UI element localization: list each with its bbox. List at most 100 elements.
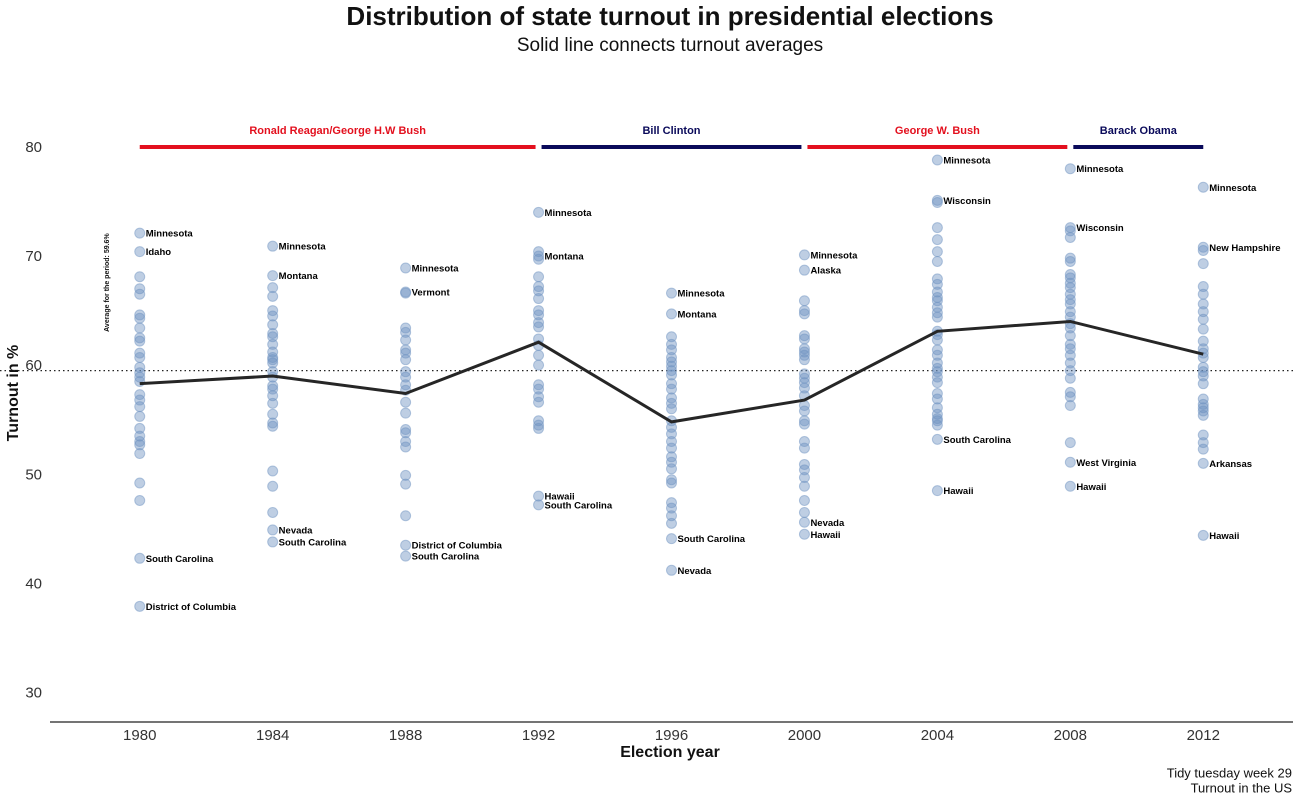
- data-point: [134, 494, 146, 506]
- caption: Tidy tuesday week 29: [1167, 765, 1292, 780]
- data-point: [267, 420, 279, 432]
- point-label: South Carolina: [146, 554, 214, 565]
- point-label: Wisconsin: [1076, 223, 1124, 234]
- data-point: [798, 295, 810, 307]
- data-point: [666, 369, 677, 381]
- data-point: [798, 308, 810, 320]
- data-point: [134, 401, 146, 413]
- data-point: [1197, 429, 1209, 441]
- era-label: George W. Bush: [895, 125, 980, 137]
- data-point: [666, 428, 677, 440]
- data-point: [533, 293, 545, 305]
- data-point: [533, 396, 545, 408]
- data-point: [533, 359, 545, 371]
- average-line: [139, 319, 1204, 424]
- data-point: [666, 564, 677, 576]
- data-point: [798, 480, 810, 492]
- data-point: [1064, 269, 1076, 281]
- data-point: [533, 383, 545, 395]
- point-label: Minnesota: [678, 289, 726, 300]
- data-point: [1064, 277, 1076, 289]
- data-point: [798, 506, 810, 518]
- data-point: [798, 464, 810, 476]
- point-label: Hawaii: [810, 530, 840, 541]
- data-point: [400, 478, 412, 490]
- data-point: [798, 349, 810, 361]
- data-point: [134, 371, 146, 383]
- data-point: [533, 285, 545, 297]
- data-point: [134, 410, 146, 422]
- point-label: South Carolina: [545, 500, 613, 511]
- data-point: [533, 321, 545, 333]
- data-point: [1197, 181, 1209, 193]
- data-point: [1197, 402, 1209, 414]
- x-tick-label: 1980: [123, 727, 156, 744]
- data-point: [1197, 258, 1209, 270]
- data-point: [400, 427, 412, 439]
- data-point: [533, 281, 545, 293]
- reference-label: Average for the period: 59.6%: [104, 233, 111, 332]
- point-label: Nevada: [678, 566, 713, 577]
- data-point: [134, 332, 146, 344]
- data-point: [267, 524, 279, 536]
- data-point: [1064, 357, 1076, 369]
- data-point: [400, 326, 412, 338]
- data-point: [1064, 252, 1076, 264]
- data-point: [267, 357, 279, 369]
- data-point: [931, 349, 943, 361]
- data-point: [931, 433, 943, 445]
- data-point: [666, 331, 677, 343]
- data-point: [798, 305, 810, 317]
- data-point: [666, 502, 677, 514]
- point-label: Idaho: [146, 247, 172, 258]
- data-point: [798, 382, 810, 394]
- data-point: [931, 222, 943, 234]
- point-label: Nevada: [810, 518, 845, 529]
- data-point: [798, 368, 810, 380]
- data-point: [533, 206, 545, 218]
- chart-title: Distribution of state turnout in preside…: [346, 1, 993, 31]
- data-point: [1197, 443, 1209, 455]
- data-point: [1064, 437, 1076, 449]
- data-point: [1064, 372, 1076, 384]
- data-point: [798, 405, 810, 417]
- point-label: District of Columbia: [146, 602, 237, 613]
- y-tick-label: 40: [25, 575, 42, 592]
- data-point: [134, 436, 146, 448]
- data-point: [666, 383, 677, 395]
- point-label: Hawaii: [1209, 531, 1239, 542]
- data-point: [267, 282, 279, 294]
- point-label: Nevada: [279, 525, 314, 536]
- data-point: [1064, 294, 1076, 306]
- data-point: [134, 309, 146, 321]
- point-label: South Carolina: [279, 537, 347, 548]
- data-point: [134, 367, 146, 379]
- data-point: [134, 448, 146, 460]
- point-label: Hawaii: [1076, 482, 1106, 493]
- data-point: [267, 465, 279, 477]
- data-point: [533, 422, 545, 434]
- data-point: [666, 356, 677, 368]
- data-point: [931, 334, 943, 346]
- point-label: Minnesota: [1076, 164, 1124, 175]
- data-point: [1064, 365, 1076, 377]
- data-point: [1197, 298, 1209, 310]
- data-point: [931, 154, 943, 166]
- data-point: [134, 246, 146, 258]
- data-point: [1064, 480, 1076, 492]
- data-point: [1064, 386, 1076, 398]
- point-label: Arkansas: [1209, 459, 1252, 470]
- data-point: [1197, 378, 1209, 390]
- data-point: [1197, 529, 1209, 541]
- data-point: [798, 354, 810, 366]
- data-point: [533, 379, 545, 391]
- y-axis-title: Turnout in %: [5, 345, 22, 442]
- data-point: [931, 234, 943, 246]
- point-label: Minnesota: [1209, 183, 1257, 194]
- chart-subtitle: Solid line connects turnout averages: [517, 35, 823, 56]
- data-point: [666, 463, 677, 475]
- data-point: [267, 270, 279, 282]
- data-point: [134, 422, 146, 434]
- data-point: [666, 287, 677, 299]
- data-point: [666, 474, 677, 486]
